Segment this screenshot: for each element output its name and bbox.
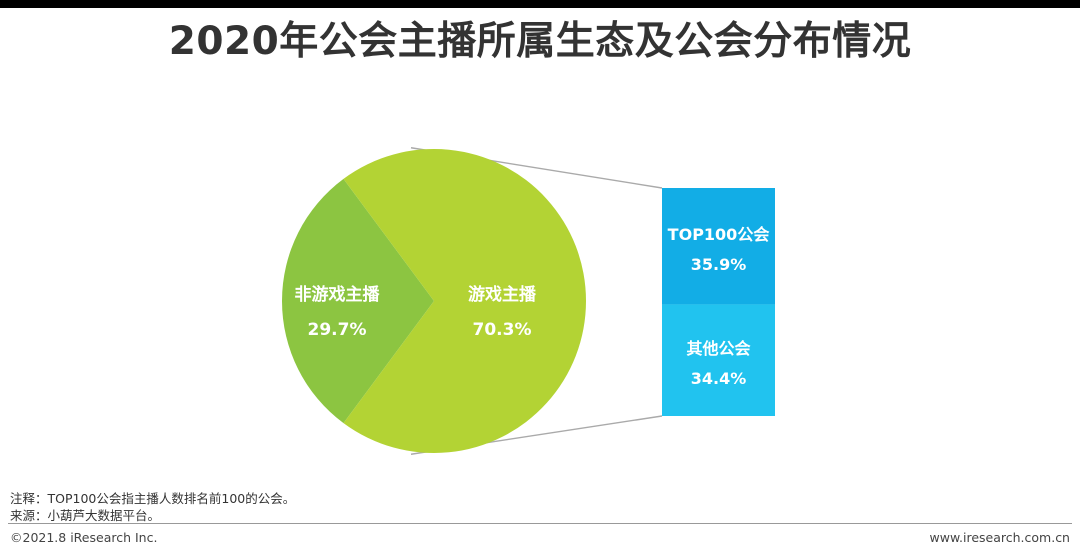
footer-divider <box>8 523 1072 524</box>
pie-chart: 游戏主播 70.3% 非游戏主播 29.7% <box>281 149 587 454</box>
stacked-bar: TOP100公会 35.9% 其他公会 34.4% <box>662 188 775 416</box>
pie-label-non-game-value: 29.7% <box>308 320 367 340</box>
chart-title: 2020年公会主播所属生态及公会分布情况 <box>168 19 912 64</box>
bar-segment-other <box>662 304 775 416</box>
pie-slice-game <box>343 149 587 454</box>
bar-label-other-name: 其他公会 <box>686 339 750 358</box>
bar-label-top100-value: 35.9% <box>691 255 747 274</box>
bar-label-top100-name: TOP100公会 <box>668 225 770 244</box>
bar-segment-top100 <box>662 188 775 305</box>
copyright: ©2021.8 iResearch Inc. <box>10 530 158 545</box>
pie-label-non-game-name: 非游戏主播 <box>295 284 381 305</box>
footnote: 注释：TOP100公会指主播人数排名前100的公会。 <box>10 491 296 506</box>
pie-label-game-name: 游戏主播 <box>468 284 537 305</box>
bar-label-other-value: 34.4% <box>691 369 747 388</box>
slide: 2020年公会主播所属生态及公会分布情况 游戏主播 70.3% 非游戏主播 29.7%… <box>0 8 1080 559</box>
website-url: www.iresearch.com.cn <box>929 530 1071 545</box>
pie-slice-non-game <box>281 178 434 424</box>
source-note: 来源：小葫芦大数据平台。 <box>10 508 161 523</box>
chart-svg: 游戏主播 70.3% 非游戏主播 29.7% TOP100公会 35.9% 其他公会 34.… <box>281 147 775 455</box>
pie-label-game-value: 70.3% <box>473 320 532 340</box>
